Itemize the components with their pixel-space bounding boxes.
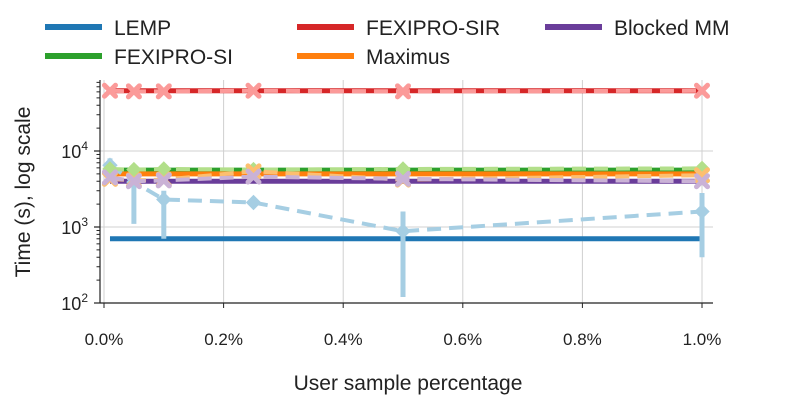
marker-fexipro-sir-estimate (101, 82, 118, 99)
legend-label-fexipro-si: FEXIPRO-SI (114, 46, 233, 69)
legend-label-maximus: Maximus (366, 46, 450, 69)
marker-lemp-estimate (694, 203, 710, 220)
marker-lemp-estimate (156, 191, 172, 208)
y-axis-title: Time (s), log scale (12, 107, 35, 278)
marker-lemp-estimate (395, 223, 411, 239)
series-line-fexipro-sir-estimate (109, 88, 703, 94)
y-tick-label: 102 (61, 291, 88, 314)
marker-fexipro-sir-estimate (395, 83, 411, 100)
estimate-layer (101, 82, 710, 297)
x-tick-label: 0.2% (204, 330, 243, 349)
legend: LEMP FEXIPRO-SI FEXIPRO-SIR Maximus Blocked … (45, 17, 730, 69)
x-tick-label: 0.0% (85, 330, 124, 349)
marker-fexipro-si-estimate (126, 161, 142, 178)
legend-label-blocked-mm: Blocked MM (614, 17, 730, 40)
marker-fexipro-sir-estimate (155, 83, 172, 100)
marker-fexipro-sir-estimate (125, 83, 142, 100)
ticks-layer: 0.0% 0.2% 0.4% 0.6% 0.8% 1.0% 102 103 104 (61, 81, 722, 349)
x-tick-label: 0.6% (443, 330, 482, 349)
marker-fexipro-sir-estimate (245, 82, 262, 99)
marker-blocked-mm-estimate (101, 169, 118, 186)
axes-layer (99, 80, 713, 304)
series-line-blocked-mm-estimate (109, 174, 703, 184)
marker-fexipro-si-estimate (156, 161, 172, 177)
legend-label-lemp: LEMP (114, 17, 171, 40)
marker-fexipro-sir-estimate (694, 82, 710, 99)
marker-blocked-mm-estimate (245, 168, 262, 185)
y-tick-label: 104 (61, 139, 88, 162)
grid-layer (100, 80, 713, 304)
y-tick-label: 103 (61, 215, 88, 238)
x-axis-title: User sample percentage (294, 372, 523, 395)
marker-lemp-estimate (245, 194, 262, 211)
x-tick-label: 0.8% (563, 330, 602, 349)
legend-label-fexipro-sir: FEXIPRO-SIR (366, 17, 500, 40)
x-tick-label: 1.0% (683, 330, 722, 349)
x-tick-label: 0.4% (324, 330, 363, 349)
series-line-fexipro-si-estimate (109, 166, 703, 172)
marker-blocked-mm-estimate (125, 173, 142, 190)
marker-blocked-mm-estimate (395, 170, 411, 187)
marker-blocked-mm-estimate (694, 173, 710, 190)
marker-blocked-mm-estimate (155, 172, 172, 189)
